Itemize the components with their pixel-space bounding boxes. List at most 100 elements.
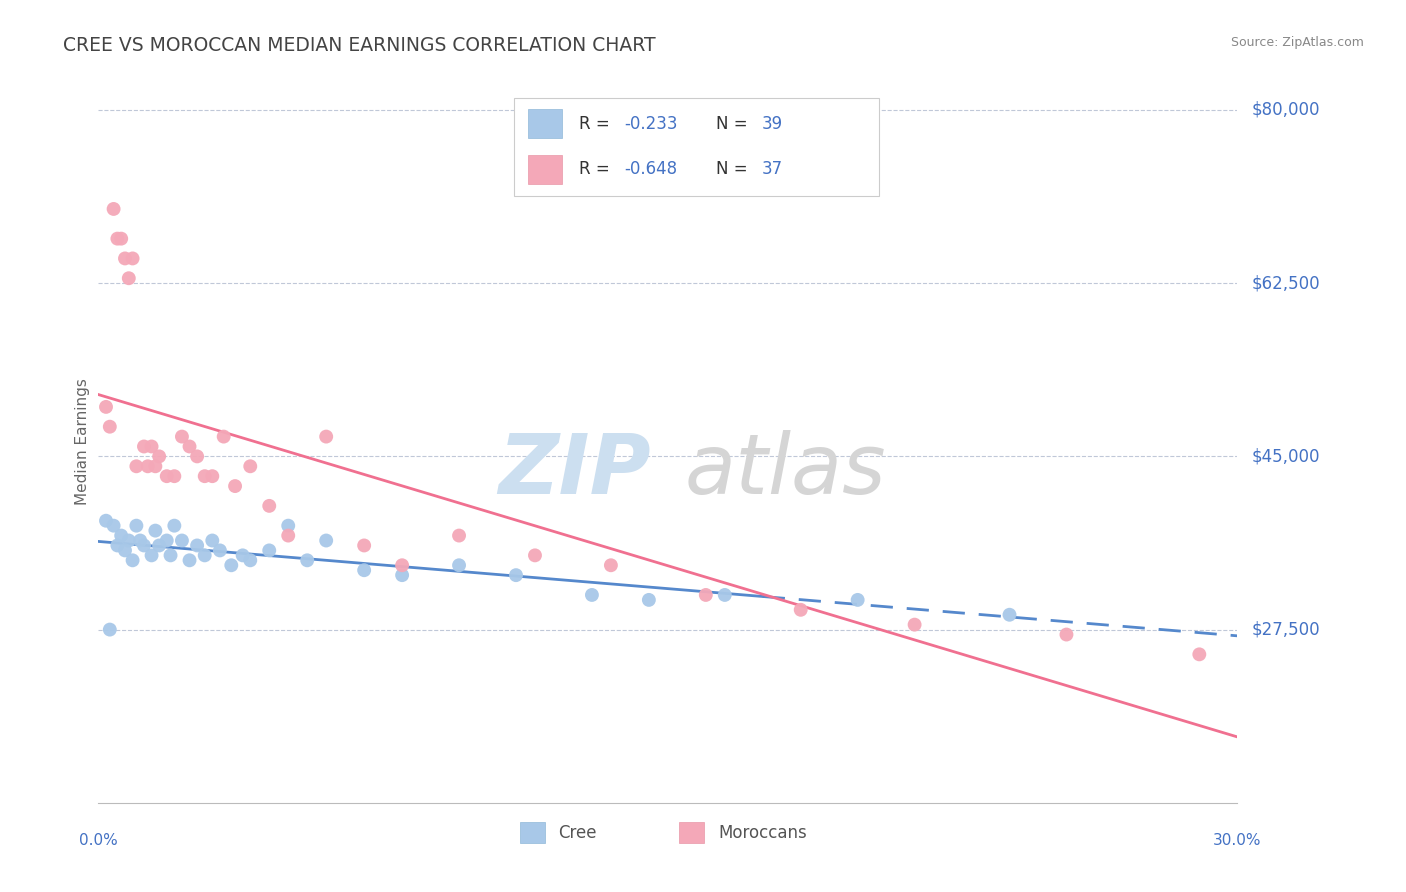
Point: [136, 459, 159, 474]
Text: Moroccans: Moroccans: [718, 824, 807, 842]
Text: $80,000: $80,000: [1251, 101, 1320, 119]
Text: -0.233: -0.233: [624, 115, 678, 133]
Point: [239, 459, 262, 474]
Text: CREE VS MOROCCAN MEDIAN EARNINGS CORRELATION CHART: CREE VS MOROCCAN MEDIAN EARNINGS CORRELA…: [63, 36, 655, 54]
Point: [505, 568, 527, 582]
Text: R =: R =: [579, 161, 614, 178]
Point: [232, 549, 254, 563]
Point: [194, 469, 217, 483]
FancyBboxPatch shape: [520, 822, 546, 843]
Point: [145, 459, 167, 474]
Point: [194, 549, 217, 563]
Point: [121, 252, 143, 266]
Point: [208, 543, 231, 558]
Text: N =: N =: [716, 161, 752, 178]
Point: [170, 429, 193, 443]
Point: [315, 429, 337, 443]
Point: [98, 623, 121, 637]
Text: 39: 39: [761, 115, 782, 133]
Point: [524, 549, 547, 563]
Point: [790, 603, 813, 617]
Point: [141, 549, 163, 563]
Point: [145, 524, 167, 538]
Text: atlas: atlas: [685, 430, 887, 511]
FancyBboxPatch shape: [679, 822, 704, 843]
Point: [695, 588, 717, 602]
Point: [449, 558, 471, 573]
Point: [132, 539, 155, 553]
FancyBboxPatch shape: [527, 109, 562, 138]
Point: [904, 617, 927, 632]
Point: [110, 528, 132, 542]
Text: Cree: Cree: [558, 824, 598, 842]
Text: R =: R =: [579, 115, 614, 133]
Point: [141, 440, 163, 454]
Point: [581, 588, 603, 602]
Point: [186, 539, 208, 553]
Point: [297, 553, 319, 567]
Point: [94, 400, 117, 414]
Point: [103, 518, 125, 533]
Point: [132, 440, 155, 454]
Point: [353, 539, 375, 553]
Point: [103, 202, 125, 216]
Point: [125, 459, 148, 474]
Point: [259, 543, 281, 558]
Point: [239, 553, 262, 567]
Text: N =: N =: [716, 115, 752, 133]
Point: [179, 440, 201, 454]
Point: [114, 252, 136, 266]
Point: [391, 558, 413, 573]
Point: [118, 533, 141, 548]
Point: [94, 514, 117, 528]
Point: [179, 553, 201, 567]
Point: [391, 568, 413, 582]
Text: ZIP: ZIP: [498, 430, 651, 511]
Point: [221, 558, 243, 573]
Point: [315, 533, 337, 548]
Point: [114, 543, 136, 558]
Text: 0.0%: 0.0%: [79, 833, 118, 848]
Point: [998, 607, 1021, 622]
Point: [110, 232, 132, 246]
FancyBboxPatch shape: [515, 98, 879, 196]
FancyBboxPatch shape: [527, 154, 562, 184]
Point: [353, 563, 375, 577]
Point: [107, 232, 129, 246]
Point: [186, 450, 208, 464]
Point: [600, 558, 623, 573]
Point: [212, 429, 235, 443]
Point: [170, 533, 193, 548]
Point: [163, 518, 186, 533]
Point: [1056, 627, 1078, 641]
Point: [121, 553, 143, 567]
Point: [107, 539, 129, 553]
Point: [163, 469, 186, 483]
Point: [148, 450, 170, 464]
Point: [846, 593, 869, 607]
Point: [259, 499, 281, 513]
Point: [277, 518, 299, 533]
Point: [148, 539, 170, 553]
Point: [156, 533, 179, 548]
Text: $62,500: $62,500: [1251, 274, 1320, 293]
Point: [638, 593, 661, 607]
Point: [118, 271, 141, 285]
Point: [159, 549, 181, 563]
Point: [277, 528, 299, 542]
Text: 37: 37: [761, 161, 782, 178]
Point: [129, 533, 152, 548]
Point: [201, 469, 224, 483]
Point: [98, 419, 121, 434]
Point: [201, 533, 224, 548]
Y-axis label: Median Earnings: Median Earnings: [75, 378, 90, 505]
Point: [449, 528, 471, 542]
Text: -0.648: -0.648: [624, 161, 678, 178]
Text: $27,500: $27,500: [1251, 621, 1320, 639]
Text: 30.0%: 30.0%: [1213, 833, 1261, 848]
Text: Source: ZipAtlas.com: Source: ZipAtlas.com: [1230, 36, 1364, 49]
Point: [224, 479, 246, 493]
Point: [714, 588, 737, 602]
Point: [125, 518, 148, 533]
Point: [1188, 648, 1211, 662]
